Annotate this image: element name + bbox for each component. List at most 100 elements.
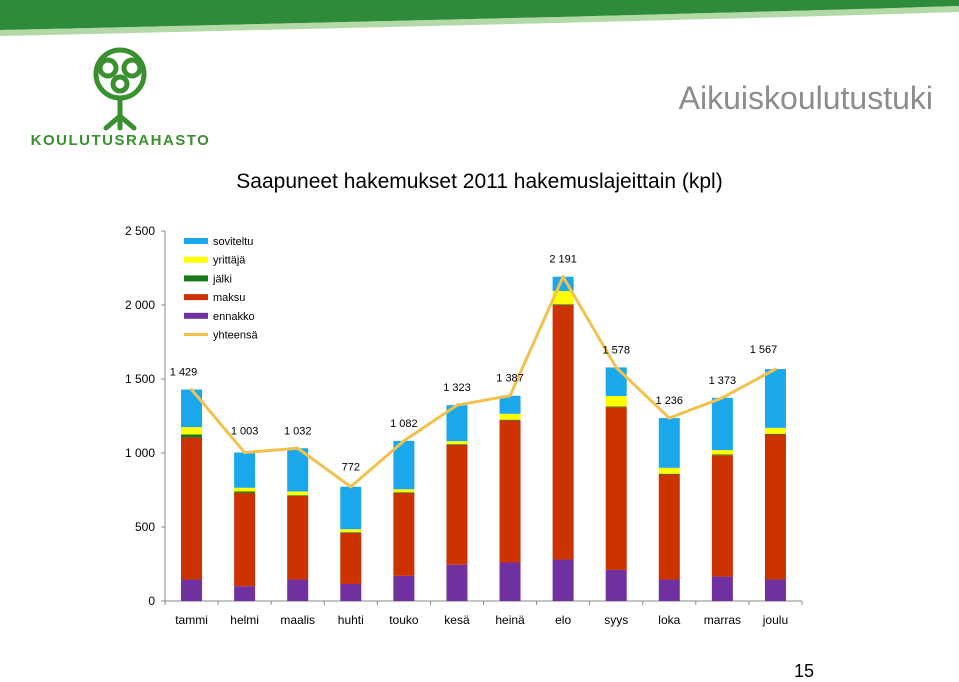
bar-segment-yrittaja xyxy=(552,290,574,305)
total-data-label: 772 xyxy=(342,462,360,474)
bar-segment-ennakko xyxy=(181,579,203,601)
total-line-segment xyxy=(349,439,406,489)
total-line-segment xyxy=(455,394,512,407)
x-tick-label: heinä xyxy=(495,613,525,627)
bar-segment-jalki xyxy=(711,454,733,456)
bar-segment-ennakko xyxy=(711,576,733,601)
bar-segment-yrittaja xyxy=(764,427,786,434)
bar-segment-soviteltu xyxy=(181,389,203,428)
x-tick-label: elo xyxy=(555,613,571,627)
y-tick-label: 2 500 xyxy=(125,224,155,238)
bar-segment-yrittaja xyxy=(658,467,680,474)
bar-segment-maksu xyxy=(234,492,256,587)
total-line-segment xyxy=(667,396,724,420)
x-tick-label: huhti xyxy=(338,613,364,627)
bar-segment-yrittaja xyxy=(340,529,362,533)
total-data-label: 1 082 xyxy=(390,418,418,430)
bar-segment-maksu xyxy=(711,455,733,577)
tree-icon xyxy=(93,47,147,131)
bar-segment-jalki xyxy=(446,444,468,445)
logo-text: KOULUTUSRAHASTO xyxy=(30,132,211,149)
legend-swatch-ennakko xyxy=(184,312,208,319)
bar-segment-yrittaja xyxy=(499,413,521,420)
bar-segment-maksu xyxy=(605,407,627,570)
total-data-label: 1 567 xyxy=(750,344,778,356)
y-tick-label: 1 000 xyxy=(125,446,155,460)
x-tick-label: joulu xyxy=(762,613,788,627)
bar-segment-ennakko xyxy=(499,562,521,601)
bar-segment-ennakko xyxy=(287,579,309,601)
bar-segment-soviteltu xyxy=(340,486,362,530)
legend-label-maksu: maksu xyxy=(213,292,245,304)
bar-segment-maksu xyxy=(764,434,786,580)
chart-title: Saapuneet hakemukset 2011 hakemuslajeitt… xyxy=(236,170,723,193)
total-line-segment xyxy=(243,446,300,455)
bar-segment-maksu xyxy=(446,444,468,565)
total-data-label: 1 373 xyxy=(709,375,737,387)
x-tick-label: tammi xyxy=(175,613,208,627)
y-tick-label: 0 xyxy=(148,594,155,608)
legend-label-yrittaja: yrittäjä xyxy=(213,255,246,267)
bar-segment-maksu xyxy=(658,474,680,580)
bar-segment-soviteltu xyxy=(764,369,786,428)
legend-label-jalki: jälki xyxy=(212,273,232,285)
total-line-segment xyxy=(402,403,459,443)
legend-label-soviteltu: soviteltu xyxy=(213,236,253,248)
bar-segment-yrittaja xyxy=(181,427,203,435)
bar-segment-yrittaja xyxy=(446,441,468,445)
x-tick-label: loka xyxy=(658,613,680,627)
total-data-label: 1 578 xyxy=(602,344,630,356)
top-decoration-band xyxy=(0,0,959,36)
x-tick-label: kesä xyxy=(444,613,470,627)
bar-segment-soviteltu xyxy=(605,367,627,397)
total-data-label: 2 191 xyxy=(549,254,577,266)
bar-segment-jalki xyxy=(658,473,680,475)
bar-segment-maksu xyxy=(181,437,203,580)
total-data-label: 1 387 xyxy=(496,373,524,385)
koulutusrahasto-logo: KOULUTUSRAHASTO xyxy=(28,44,213,154)
total-data-label: 1 323 xyxy=(443,382,471,394)
x-tick-label: touko xyxy=(389,613,419,627)
bar-segment-ennakko xyxy=(446,564,468,601)
legend-label-ennakko: ennakko xyxy=(213,311,255,323)
bar-segment-maksu xyxy=(393,492,415,576)
total-line-segment xyxy=(190,388,247,455)
page-number: 15 xyxy=(793,661,814,681)
bar-segment-jalki xyxy=(181,434,203,438)
bar-segment-ennakko xyxy=(658,579,680,601)
bar-segment-soviteltu xyxy=(234,452,256,488)
bar-segment-yrittaja xyxy=(234,487,256,492)
x-tick-label: maalis xyxy=(280,613,315,627)
bar-segment-soviteltu xyxy=(711,397,733,451)
x-tick-label: syys xyxy=(604,613,628,627)
total-data-label: 1 429 xyxy=(170,367,198,379)
legend-label-yhteensa: yhteensä xyxy=(213,330,259,342)
total-line-segment xyxy=(561,275,618,369)
total-line-segment xyxy=(296,446,353,489)
bar-segment-soviteltu xyxy=(393,440,415,490)
x-tick-label: marras xyxy=(704,613,741,627)
bar-segment-soviteltu xyxy=(287,448,309,492)
bar-segment-maksu xyxy=(499,420,521,563)
section-title: Aikuiskoulutustuki xyxy=(678,80,933,116)
bar-segment-jalki xyxy=(234,491,256,493)
bar-segment-maksu xyxy=(552,305,574,560)
y-tick-label: 1 500 xyxy=(125,372,155,386)
x-tick-label: helmi xyxy=(230,613,259,627)
bar-segment-ennakko xyxy=(393,575,415,601)
bar-segment-yrittaja xyxy=(605,396,627,407)
bar-segment-yrittaja xyxy=(287,491,309,496)
total-data-label: 1 032 xyxy=(284,425,312,437)
legend-swatch-yrittaja xyxy=(184,256,208,263)
legend-swatch-maksu xyxy=(184,294,208,301)
bar-segment-soviteltu xyxy=(658,418,680,468)
bar-segment-jalki xyxy=(393,492,415,493)
bar-segment-jalki xyxy=(287,495,309,496)
bar-segment-ennakko xyxy=(234,586,256,601)
bar-segment-soviteltu xyxy=(499,395,521,414)
bar-segment-jalki xyxy=(499,419,521,421)
bar-segment-maksu xyxy=(340,532,362,584)
bar-segment-yrittaja xyxy=(711,450,733,455)
bar-segment-soviteltu xyxy=(446,405,468,442)
